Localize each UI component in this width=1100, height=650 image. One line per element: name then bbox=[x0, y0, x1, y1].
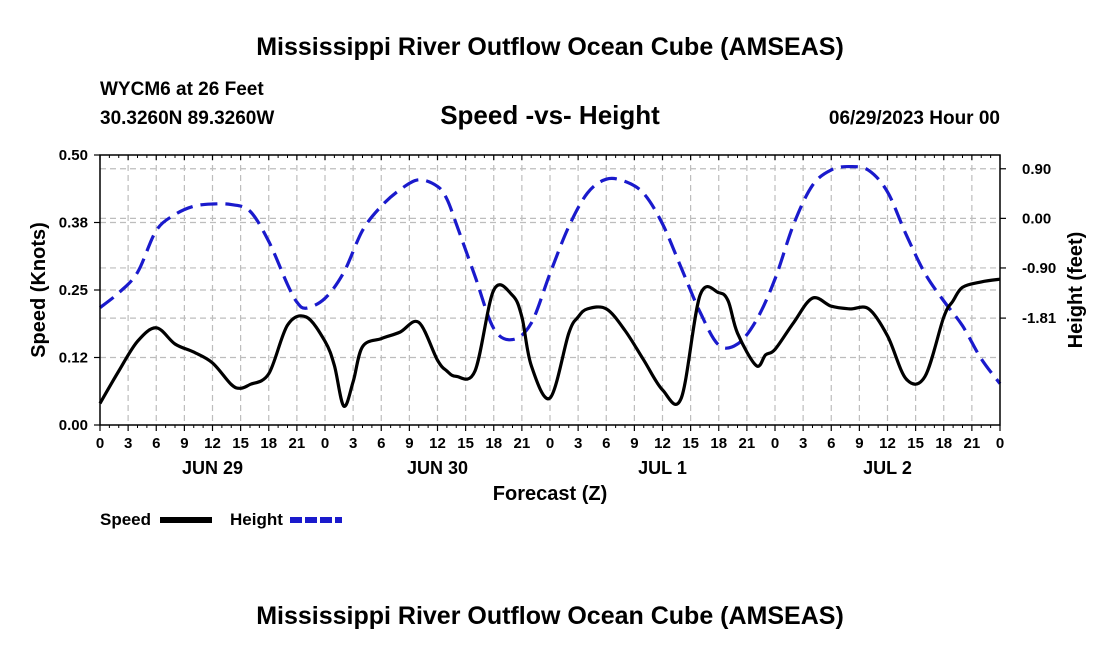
x-tick-label: 9 bbox=[630, 435, 638, 452]
legend-label-speed: Speed bbox=[100, 510, 151, 529]
y2-tick-label: 0.90 bbox=[1022, 161, 1051, 178]
x-tick-label: 9 bbox=[855, 435, 863, 452]
x-tick-label: 0 bbox=[771, 435, 779, 452]
series-layer bbox=[98, 164, 1002, 408]
x-tick-label: 3 bbox=[799, 435, 807, 452]
x-tick-label: 9 bbox=[180, 435, 188, 452]
y-tick-label: 0.12 bbox=[59, 350, 88, 367]
x-tick-label: 6 bbox=[377, 435, 385, 452]
y2-tick-label: -1.81 bbox=[1022, 310, 1056, 327]
axes: 0 3 6 9 12 15 18 21 0 3 6 9 12 15 18 21 0 3 6 9 12 15 18 21 0 3 6 9… bbox=[59, 147, 1056, 478]
x-tick-label: 15 bbox=[457, 435, 474, 452]
x-tick-label: 3 bbox=[124, 435, 132, 452]
forecast-time: 06/29/2023 Hour 00 bbox=[829, 108, 1000, 129]
station-label: WYCM6 at 26 Feet bbox=[100, 79, 264, 100]
x-tick-label: 6 bbox=[152, 435, 160, 452]
y-tick-label: 0.50 bbox=[59, 147, 88, 164]
x-tick-label: 0 bbox=[96, 435, 104, 452]
chart-title: Speed -vs- Height bbox=[440, 100, 660, 130]
page-title: Mississippi River Outflow Ocean Cube (AM… bbox=[256, 33, 844, 61]
x-tick-label: 18 bbox=[935, 435, 952, 452]
x-tick-label: 6 bbox=[602, 435, 610, 452]
x-tick-label: 9 bbox=[405, 435, 413, 452]
x-axis-label: Forecast (Z) bbox=[493, 483, 607, 505]
x-tick-label: 21 bbox=[289, 435, 306, 452]
legend: Speed Height bbox=[100, 510, 342, 529]
x-tick-label: 3 bbox=[574, 435, 582, 452]
x-tick-label: 3 bbox=[349, 435, 357, 452]
x-tick-label: 12 bbox=[429, 435, 446, 452]
y-tick-label: 0.38 bbox=[59, 215, 88, 232]
x-tick-label: 12 bbox=[654, 435, 671, 452]
x-tick-label: 18 bbox=[485, 435, 502, 452]
y2-tick-label: -0.90 bbox=[1022, 260, 1056, 277]
x-tick-label: 21 bbox=[514, 435, 531, 452]
x-tick-label: 21 bbox=[964, 435, 981, 452]
x-tick-label: 15 bbox=[232, 435, 249, 452]
x-tick-label: 15 bbox=[907, 435, 924, 452]
y-axis-label: Speed (Knots) bbox=[28, 222, 50, 358]
x-tick-label: 6 bbox=[827, 435, 835, 452]
coords-label: 30.3260N 89.3260W bbox=[100, 108, 274, 129]
grid bbox=[100, 155, 1000, 425]
y-tick-label: 0.25 bbox=[59, 282, 88, 299]
x-tick-label: 0 bbox=[321, 435, 329, 452]
series-line-height bbox=[99, 164, 1002, 385]
date-label: JUN 29 bbox=[182, 458, 243, 478]
x-tick-label: 12 bbox=[879, 435, 896, 452]
y2-axis-label: Height (feet) bbox=[1065, 232, 1087, 349]
x-tick-label: 18 bbox=[260, 435, 277, 452]
x-tick-label: 12 bbox=[204, 435, 221, 452]
x-tick-label: 15 bbox=[682, 435, 699, 452]
x-tick-label: 21 bbox=[739, 435, 756, 452]
x-tick-label: 0 bbox=[996, 435, 1004, 452]
date-label: JUL 2 bbox=[863, 458, 912, 478]
x-tick-label: 18 bbox=[710, 435, 727, 452]
series-line-speed bbox=[98, 277, 1001, 408]
y2-tick-label: 0.00 bbox=[1022, 210, 1051, 227]
date-label: JUL 1 bbox=[638, 458, 687, 478]
date-label: JUN 30 bbox=[407, 458, 468, 478]
legend-label-height: Height bbox=[230, 510, 283, 529]
x-tick-label: 0 bbox=[546, 435, 554, 452]
page-title-bottom: Mississippi River Outflow Ocean Cube (AM… bbox=[256, 602, 844, 630]
y-tick-label: 0.00 bbox=[59, 417, 88, 434]
